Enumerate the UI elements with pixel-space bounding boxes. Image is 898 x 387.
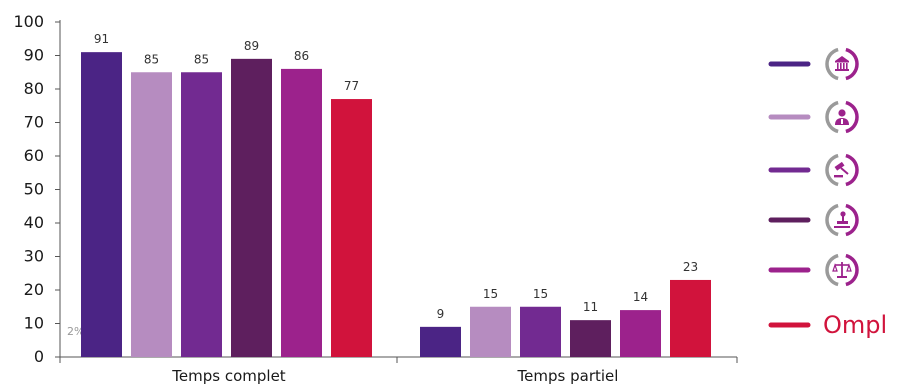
- bar-value-label: 89: [244, 39, 259, 53]
- legend-item: [768, 203, 859, 237]
- y-tick-label: 90: [24, 46, 44, 65]
- y-tick-label: 30: [24, 247, 44, 266]
- bar-value-label: 11: [583, 300, 598, 314]
- legend-item: [768, 253, 859, 287]
- bar-value-label: 14: [633, 290, 648, 304]
- scales-icon: [825, 253, 859, 287]
- stamp-icon: [825, 203, 859, 237]
- bar: [131, 72, 172, 357]
- ompl-logo: Ompl: [823, 311, 887, 339]
- y-tick-label: 40: [24, 213, 44, 232]
- y-tick-label: 50: [24, 180, 44, 199]
- bar-value-label: 86: [294, 49, 309, 63]
- legend-item: Ompl: [768, 311, 887, 339]
- bar: [181, 72, 222, 357]
- y-tick-label: 70: [24, 113, 44, 132]
- bar: [570, 320, 611, 357]
- y-axis: 0 10 20 30 40 50 60 70 80 90 100: [13, 12, 61, 366]
- institution-icon: [825, 47, 859, 81]
- y-tick-label: 80: [24, 79, 44, 98]
- y-tick-label: 100: [13, 12, 44, 31]
- bar: [670, 279, 711, 357]
- bar: [520, 306, 561, 357]
- gavel-icon: [825, 153, 859, 187]
- bar-value-label: 85: [194, 52, 209, 66]
- bar-value-label: 23: [683, 260, 698, 274]
- bar: [281, 68, 322, 358]
- y-tick-label: 10: [24, 314, 44, 333]
- bar-value-label: 91: [94, 32, 109, 46]
- y-tick-label: 20: [24, 280, 44, 299]
- bar: [470, 306, 511, 357]
- x-category-label: Temps partiel: [517, 367, 619, 385]
- bars: [81, 52, 711, 358]
- bar-value-label: 15: [533, 287, 548, 301]
- bar: [81, 52, 122, 358]
- stray-percent-label: 2%: [67, 325, 84, 338]
- legend: Ompl: [768, 47, 887, 339]
- bar-value-label: 85: [144, 52, 159, 66]
- bar: [620, 310, 661, 357]
- value-labels: 91 85 85 89 86 77 9 15 15 11 14 23: [94, 32, 698, 321]
- bar: [231, 58, 272, 357]
- bar-value-label: 77: [344, 79, 359, 93]
- person-icon: [825, 100, 859, 134]
- y-tick-label: 0: [34, 347, 44, 366]
- bar-value-label: 9: [437, 307, 445, 321]
- legend-item: [768, 153, 859, 187]
- y-tick-label: 60: [24, 146, 44, 165]
- x-category-label: Temps complet: [171, 367, 286, 385]
- bar: [420, 326, 461, 357]
- bar: [331, 99, 372, 358]
- legend-item: [768, 47, 859, 81]
- legend-item: [768, 100, 859, 134]
- bar-value-label: 15: [483, 287, 498, 301]
